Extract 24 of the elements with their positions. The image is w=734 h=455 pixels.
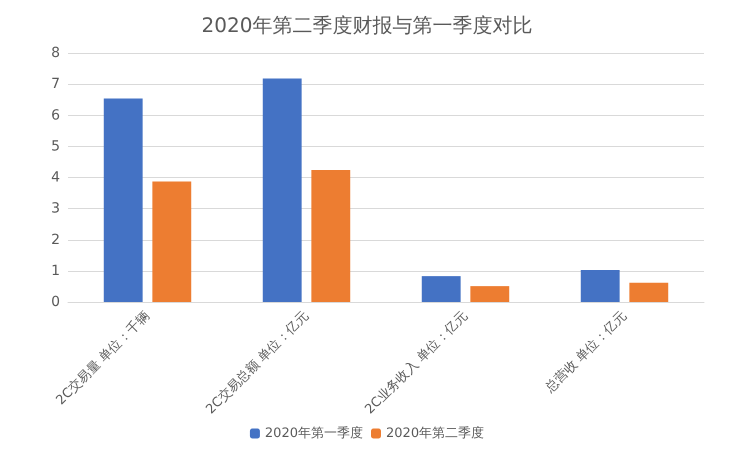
chart-title: 2020年第二季度财报与第一季度对比	[202, 13, 532, 37]
bar	[262, 78, 302, 302]
y-tick-label: 5	[51, 138, 60, 154]
bar	[104, 98, 143, 302]
x-tick-label: 2C业务收入 单位：亿元	[362, 308, 471, 418]
bar	[629, 282, 668, 302]
y-tick-label: 7	[51, 76, 60, 92]
y-tick-label: 3	[51, 200, 60, 217]
y-tick-label: 4	[51, 170, 60, 186]
x-tick-label: 2C交易量 单位：千辆	[52, 308, 153, 408]
y-tick-label: 8	[51, 45, 60, 61]
bar	[470, 286, 510, 302]
y-tick-label: 2	[51, 232, 60, 248]
y-tick-label: 1	[51, 262, 60, 279]
bar	[152, 182, 192, 302]
bar	[311, 170, 350, 302]
bar	[580, 270, 620, 302]
legend-label: 2020年第一季度	[264, 425, 364, 441]
y-tick-label: 6	[51, 107, 60, 124]
x-tick-label: 2C交易总额 单位：亿元	[202, 308, 312, 418]
bar	[422, 276, 461, 302]
x-tick-label: 总营收 单位：亿元	[542, 308, 630, 396]
legend-label: 2020年第二季度	[386, 425, 484, 441]
y-tick-label: 0	[51, 294, 60, 310]
